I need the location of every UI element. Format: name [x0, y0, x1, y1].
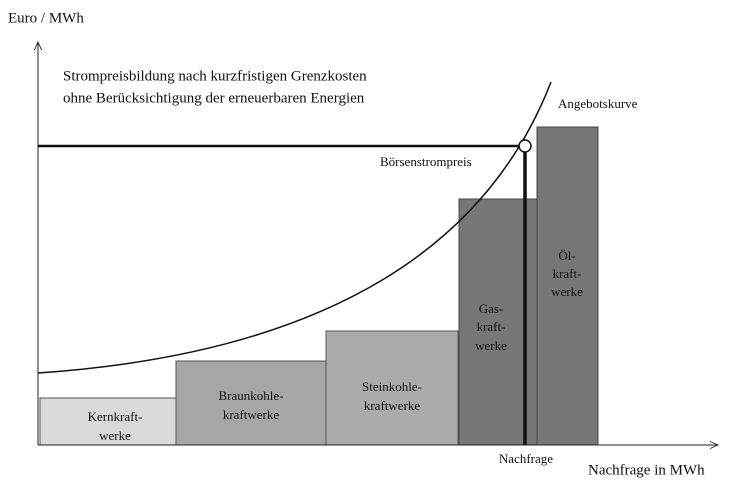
curve-label: Angebotskurve — [558, 96, 638, 111]
y-axis-label: Euro / MWh — [8, 10, 84, 26]
plant-label: Gas- — [479, 301, 504, 316]
block-kern — [39, 397, 177, 446]
plant-label: Kernkraft- — [88, 409, 143, 424]
block-oel — [536, 126, 599, 446]
plant-label: werke — [551, 284, 583, 299]
supply-curve — [37, 81, 552, 374]
plant-label: kraft- — [553, 266, 582, 281]
plant-label: Braunkohle- — [219, 388, 284, 403]
x-axis-label: Nachfrage in MWh — [588, 462, 705, 478]
demand-label: Nachfrage — [499, 451, 553, 466]
plant-label: werke — [99, 428, 131, 443]
equilibrium-point — [518, 139, 532, 153]
block-steinkohle — [325, 330, 459, 446]
price-label: Börsenstrompreis — [380, 154, 472, 169]
plant-label: Steinkohle- — [362, 379, 422, 394]
plant-label: kraftwerke — [364, 398, 421, 413]
title-line: ohne Berücksichtigung der erneuerbaren E… — [63, 90, 365, 106]
plant-label: Öl- — [558, 248, 575, 263]
plant-label: werke — [475, 338, 507, 353]
plant-label: kraft- — [477, 319, 506, 334]
plant-label: kraftwerke — [223, 407, 280, 422]
title-line: Strompreisbildung nach kurzfristigen Gre… — [63, 68, 367, 84]
block-braunkohle — [175, 360, 327, 446]
